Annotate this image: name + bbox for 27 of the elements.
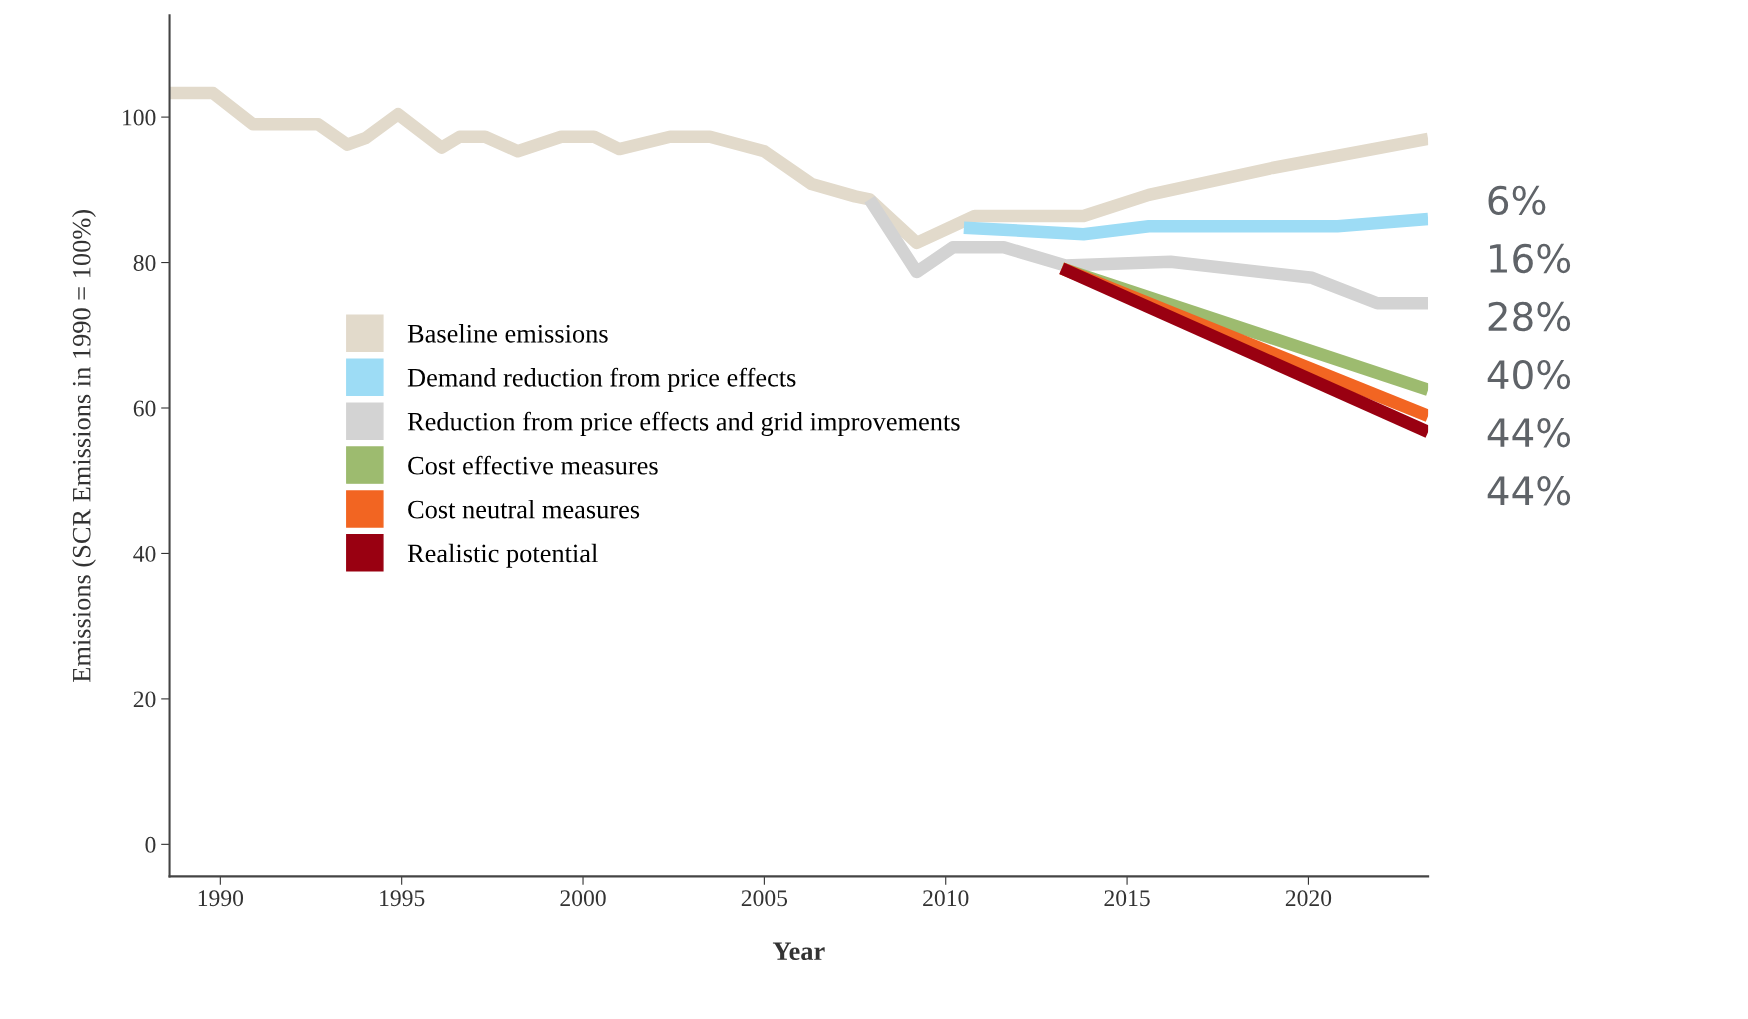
y-tick-label: 80 xyxy=(133,255,156,271)
x-tick-label: 1990 xyxy=(198,890,244,907)
text: 44% xyxy=(1487,476,1571,506)
text: 40% xyxy=(1487,359,1571,390)
legend-label: Cost effective measures xyxy=(408,455,658,475)
legend-label: Baseline emissions xyxy=(407,324,608,343)
x-axis-title: Year xyxy=(772,942,825,961)
x-tick-label: 1995 xyxy=(380,890,425,907)
y-tick-label: 20 xyxy=(133,691,156,708)
x-tick-label: 2020 xyxy=(1285,890,1332,907)
legend-label: Realistic potential xyxy=(407,543,598,568)
legend-label: Cost neutral measures xyxy=(408,499,640,519)
x-tick-label: 2005 xyxy=(741,890,788,907)
y-tick-label: 0 xyxy=(145,836,156,853)
x-tick-label: 2015 xyxy=(1104,890,1150,907)
text: 16% xyxy=(1490,243,1571,274)
y-tick-label: 40 xyxy=(133,545,156,562)
legend-label: Reduction from price effects and grid improvements xyxy=(407,411,960,437)
text: 6% xyxy=(1488,185,1546,216)
x-tick-label: 2000 xyxy=(560,890,606,907)
y-axis-title: Emissions (SCR Emissions in 1990 = 100%) xyxy=(72,210,96,682)
y-tick-label: 60 xyxy=(133,400,156,417)
y-tick-label: 100 xyxy=(123,109,156,126)
legend-label: Demand reduction from price effects xyxy=(407,367,796,392)
text: 28% xyxy=(1488,301,1571,332)
x-tick-label: 2010 xyxy=(923,890,969,907)
text: 44% xyxy=(1487,418,1571,448)
